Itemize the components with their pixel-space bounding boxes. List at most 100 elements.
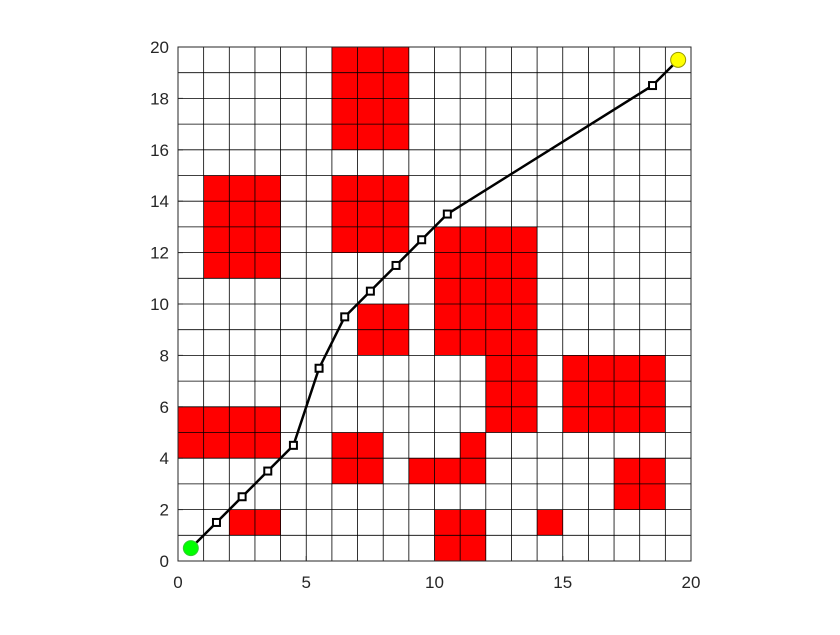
obstacle-cell	[639, 406, 666, 433]
y-tick-label: 8	[160, 346, 169, 365]
obstacle-cell	[357, 72, 384, 99]
obstacle-cell	[537, 509, 563, 536]
obstacle-cell	[614, 458, 640, 484]
obstacle-cell	[357, 226, 384, 253]
obstacle-cell	[511, 329, 538, 356]
y-tick-label: 6	[160, 398, 169, 417]
obstacle-cell	[485, 304, 512, 330]
obstacle-cell	[383, 175, 409, 202]
obstacle-cell	[485, 252, 512, 279]
obstacle-cell	[331, 175, 358, 202]
obstacle-cell	[229, 252, 255, 279]
obstacle-cell	[460, 304, 486, 330]
obstacle-cell	[331, 47, 358, 73]
obstacle-cell	[357, 47, 384, 73]
x-tick-label: 5	[302, 573, 311, 592]
obstacle-cell	[383, 226, 409, 253]
path-waypoint-marker	[417, 235, 427, 245]
path-waypoint-marker	[263, 466, 273, 476]
obstacle-cell	[383, 72, 409, 99]
obstacle-cell	[229, 509, 255, 536]
obstacle-cell	[383, 329, 409, 356]
obstacle-cell	[229, 201, 255, 227]
obstacle-cell	[511, 304, 538, 330]
path-waypoint-marker	[237, 492, 247, 502]
obstacle-cell	[614, 483, 640, 510]
path-waypoint-marker	[340, 312, 350, 322]
obstacle-cell	[203, 406, 230, 433]
obstacle-cell	[408, 458, 435, 484]
obstacle-cell	[357, 329, 384, 356]
obstacle-cell	[588, 406, 615, 433]
obstacle-cell	[254, 509, 281, 536]
obstacle-cell	[588, 381, 615, 407]
obstacle-cell	[357, 304, 384, 330]
obstacle-cell	[331, 432, 358, 459]
obstacle-cell	[229, 406, 255, 433]
x-tick-label: 10	[425, 573, 444, 592]
y-tick-label: 4	[160, 449, 169, 468]
obstacle-cell	[434, 278, 461, 304]
obstacle-cell	[383, 98, 409, 125]
y-tick-label: 20	[150, 38, 169, 57]
obstacle-cell	[485, 329, 512, 356]
obstacle-cell	[614, 406, 640, 433]
path-waypoint-marker	[442, 209, 452, 219]
obstacle-cell	[562, 355, 589, 382]
obstacle-cell	[331, 98, 358, 125]
obstacle-cell	[434, 458, 461, 484]
x-tick-label: 20	[682, 573, 701, 592]
obstacle-cell	[357, 458, 384, 484]
obstacle-cell	[460, 278, 486, 304]
y-tick-label: 18	[150, 89, 169, 108]
y-tick-label: 2	[160, 501, 169, 520]
obstacle-cell	[331, 458, 358, 484]
obstacle-cell	[614, 355, 640, 382]
path-waypoint-marker	[314, 363, 324, 373]
obstacle-cell	[511, 252, 538, 279]
axes-layer: 0 5 10 15 20 0 2 4 6 8 10 12 14 16 18 20	[150, 38, 700, 592]
obstacle-cell	[357, 432, 384, 459]
obstacle-cell	[460, 329, 486, 356]
obstacle-cell	[639, 483, 666, 510]
obstacle-cell	[511, 406, 538, 433]
obstacle-cell	[357, 98, 384, 125]
obstacle-cell	[562, 381, 589, 407]
obstacle-cell	[357, 124, 384, 150]
y-tick-label: 10	[150, 295, 169, 314]
obstacle-cell	[614, 381, 640, 407]
start-point-marker	[182, 540, 199, 557]
obstacle-cell	[434, 535, 461, 561]
obstacle-cell	[434, 252, 461, 279]
obstacle-cell	[331, 72, 358, 99]
obstacle-cell	[588, 355, 615, 382]
obstacle-cell	[485, 226, 512, 253]
obstacle-cell	[485, 406, 512, 433]
path-waypoint-marker	[288, 440, 298, 450]
obstacle-cell	[511, 226, 538, 253]
y-tick-label: 0	[160, 552, 169, 571]
obstacle-cell	[434, 226, 461, 253]
obstacle-cell	[485, 278, 512, 304]
obstacle-cell	[203, 201, 230, 227]
obstacle-cell	[460, 509, 486, 536]
obstacle-cell	[357, 175, 384, 202]
obstacle-cell	[383, 304, 409, 330]
obstacle-cell	[229, 175, 255, 202]
obstacle-cell	[331, 226, 358, 253]
obstacle-cell	[254, 406, 281, 433]
obstacle-cell	[460, 432, 486, 459]
obstacle-cell	[203, 252, 230, 279]
obstacle-cell	[511, 355, 538, 382]
obstacle-cell	[203, 226, 230, 253]
obstacle-cell	[331, 124, 358, 150]
path-waypoint-marker	[211, 517, 221, 527]
obstacle-cell	[460, 252, 486, 279]
obstacle-cell	[562, 406, 589, 433]
obstacle-cell	[203, 432, 230, 459]
obstacle-cell	[639, 458, 666, 484]
obstacle-cell	[203, 175, 230, 202]
obstacle-cell	[485, 355, 512, 382]
obstacle-cell	[254, 432, 281, 459]
obstacle-cell	[511, 278, 538, 304]
